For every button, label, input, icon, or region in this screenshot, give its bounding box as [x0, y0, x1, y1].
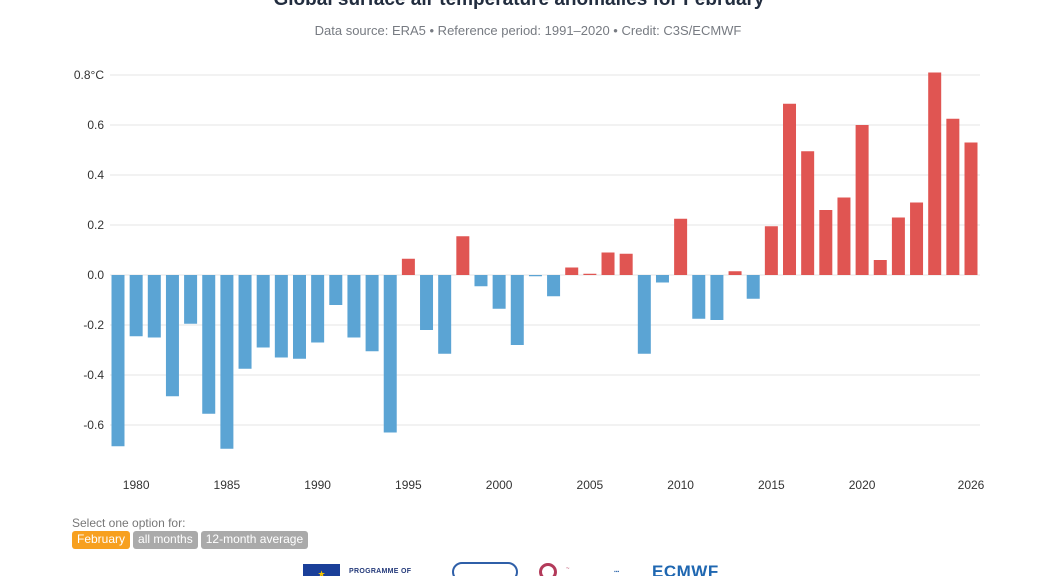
chart-title: Global surface air temperature anomalies… [0, 0, 1038, 11]
bar-2013[interactable] [728, 271, 742, 275]
bar-2008[interactable] [637, 275, 651, 354]
bar-2020[interactable] [855, 125, 869, 275]
bar-1982[interactable] [165, 275, 179, 397]
bar-2000[interactable] [492, 275, 506, 309]
x-tick-label: 2005 [577, 478, 604, 492]
option-february-button[interactable]: February [72, 531, 131, 549]
options-label: Select one option for: [72, 516, 186, 530]
bar-1984[interactable] [202, 275, 216, 414]
bar-2002[interactable] [528, 275, 542, 277]
period-options: February all months 12-month average [72, 531, 309, 549]
bar-1997[interactable] [438, 275, 452, 354]
bar-2010[interactable] [674, 218, 688, 275]
bar-2015[interactable] [764, 226, 778, 275]
bar-1994[interactable] [383, 275, 397, 433]
ecmwf-implemented-by-text: ▪▪▪ [614, 569, 620, 575]
bar-2016[interactable] [783, 103, 797, 275]
grid-layer [110, 74, 980, 426]
bar-2003[interactable] [547, 275, 561, 297]
ecmwf-logo: ECMWF [652, 562, 719, 576]
bar-2026[interactable] [964, 142, 978, 276]
bar-1995[interactable] [401, 258, 415, 275]
bar-2014[interactable] [746, 275, 760, 299]
bar-1993[interactable] [365, 275, 379, 352]
bar-1980[interactable] [129, 275, 143, 337]
y-tick-label: -0.2 [83, 318, 104, 332]
bar-1981[interactable] [147, 275, 161, 338]
chart-subtitle: Data source: ERA5 • Reference period: 19… [314, 23, 742, 38]
bar-1989[interactable] [292, 275, 306, 359]
x-tick-label: 1980 [123, 478, 150, 492]
bar-2017[interactable] [801, 151, 815, 275]
option-all-months-button[interactable]: all months [133, 531, 198, 549]
bar-1985[interactable] [220, 275, 234, 449]
bar-1987[interactable] [256, 275, 270, 348]
bar-1983[interactable] [184, 275, 198, 324]
climate-change-service-logo [539, 563, 557, 576]
bars-layer [111, 72, 978, 449]
bar-2009[interactable] [655, 275, 669, 283]
bar-2023[interactable] [910, 202, 924, 276]
x-tick-label: 2010 [667, 478, 694, 492]
bar-1988[interactable] [274, 275, 288, 358]
bar-1992[interactable] [347, 275, 361, 338]
y-tick-label: 0.4 [87, 168, 104, 182]
y-tick-label: 0.0 [87, 268, 104, 282]
bar-2025[interactable] [946, 118, 960, 275]
y-axis: 0.8°C 0.6 0.4 0.2 0.0 -0.2 -0.4 -0.6 [74, 68, 104, 432]
option-12-month-average-button[interactable]: 12-month average [200, 531, 309, 549]
bar-2019[interactable] [837, 197, 851, 276]
bar-1991[interactable] [329, 275, 343, 305]
bar-2011[interactable] [692, 275, 706, 319]
bar-1979[interactable] [111, 275, 125, 447]
x-axis: 1980 1985 1990 1995 2000 2005 2010 2015 2020 2026 [123, 478, 985, 492]
climate-logo-text: ~ [566, 566, 570, 572]
bar-1999[interactable] [474, 275, 488, 287]
bar-2012[interactable] [710, 275, 724, 320]
x-tick-label: 2015 [758, 478, 785, 492]
y-tick-label: 0.2 [87, 218, 104, 232]
eu-flag-logo: ★ [303, 564, 340, 576]
bar-2005[interactable] [583, 273, 597, 275]
x-tick-label: 1995 [395, 478, 422, 492]
bar-1986[interactable] [238, 275, 252, 369]
x-tick-label: 1990 [304, 478, 331, 492]
bar-2021[interactable] [873, 260, 887, 275]
copernicus-logo [452, 562, 518, 576]
bar-chart: 0.8°C0.60.40.20.0-0.2-0.4-0.6 1980 1985 19… [74, 68, 985, 492]
x-tick-label: 2026 [958, 478, 985, 492]
bar-1990[interactable] [311, 275, 325, 343]
bar-2001[interactable] [510, 275, 524, 345]
bar-1996[interactable] [420, 275, 434, 330]
bar-2007[interactable] [619, 253, 633, 275]
y-tick-label: 0.6 [87, 118, 104, 132]
y-tick-label: -0.6 [83, 418, 104, 432]
y-tick-label: 0.8°C [74, 68, 104, 82]
bar-2024[interactable] [928, 72, 942, 276]
partner-logos: ★ PROGRAMME OF ~ ▪▪▪ ECMWF [0, 560, 1038, 576]
bar-2022[interactable] [891, 217, 905, 276]
x-tick-label: 2020 [849, 478, 876, 492]
eu-programme-text: PROGRAMME OF [349, 568, 412, 575]
x-tick-label: 1985 [214, 478, 241, 492]
bar-2004[interactable] [565, 267, 579, 276]
bar-1998[interactable] [456, 236, 470, 275]
bar-2006[interactable] [601, 252, 615, 276]
x-tick-label: 2000 [486, 478, 513, 492]
y-tick-label: -0.4 [83, 368, 104, 382]
bar-2018[interactable] [819, 210, 833, 275]
